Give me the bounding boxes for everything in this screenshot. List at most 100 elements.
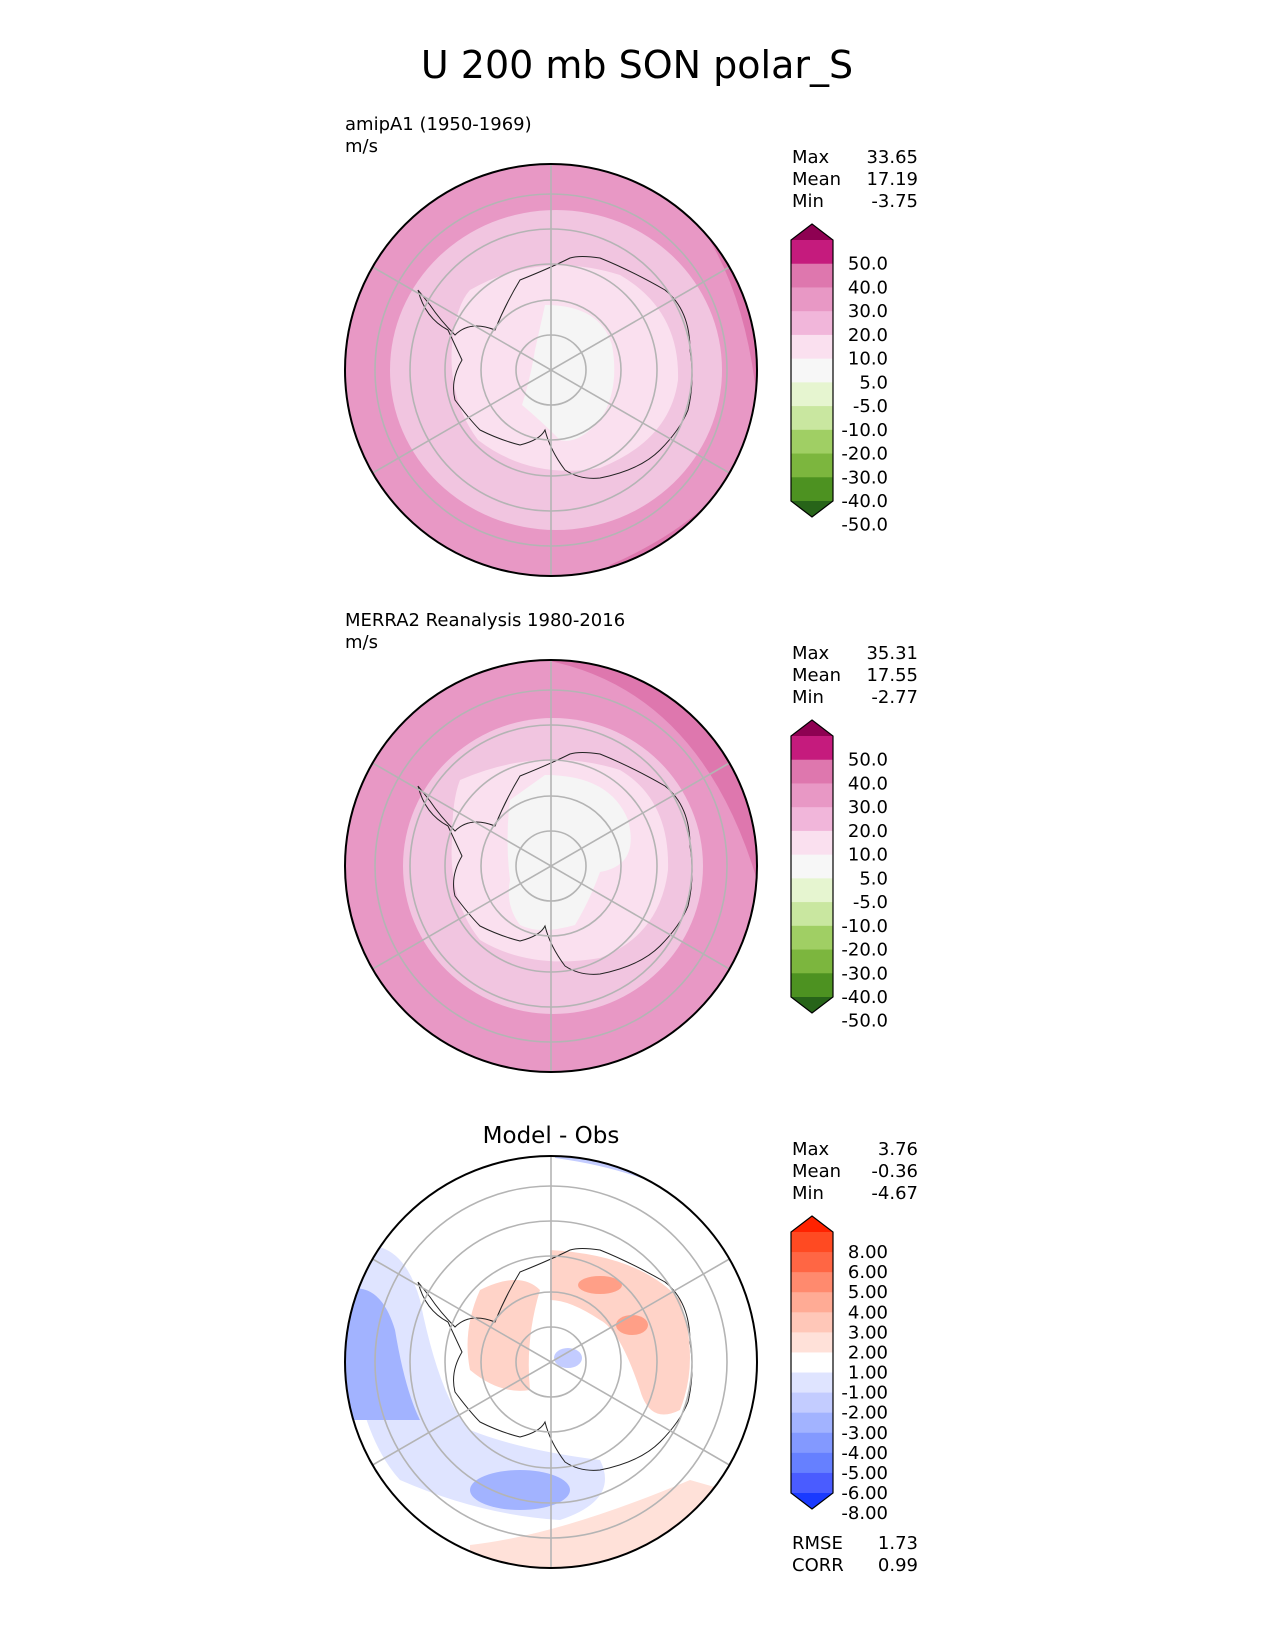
colorbar-1-tick-label: 5.0 (859, 868, 888, 889)
colorbar-1-tick-label: -20.0 (841, 940, 888, 961)
figure-title: U 200 mb SON polar_S (421, 43, 853, 87)
colorbar-0-swatch-6 (791, 358, 833, 383)
colorbar-2-swatch-10 (791, 1412, 833, 1434)
colorbar-0-outline (790, 223, 834, 518)
diff-map-boundary (344, 1155, 758, 1569)
model-map-boundary (344, 163, 758, 577)
colorbar-2-tick-label: 8.00 (848, 1242, 888, 1263)
colorbar-1-tick-label: -50.0 (841, 1011, 888, 1032)
colorbar-0-swatch-2 (791, 263, 833, 288)
panel-diff: Model - Obs (344, 1123, 918, 1576)
rmse-value: 1.73 (878, 1533, 918, 1554)
obs-graticule (372, 660, 730, 1072)
colorbar-0-swatch-3 (791, 287, 833, 312)
diff-scores: RMSE 1.73 CORR 0.99 (792, 1533, 918, 1576)
colorbar-0-swatch-9 (791, 429, 833, 455)
colorbar-2-swatch-9 (791, 1392, 833, 1414)
diff-map (345, 1156, 757, 1568)
colorbar-1-tick-label: -30.0 (841, 963, 888, 984)
colorbar-0-tick-label: -30.0 (841, 467, 888, 488)
model-max-value: 33.65 (866, 147, 918, 168)
colorbar-2-tick-label: -5.00 (841, 1463, 888, 1484)
colorbar-1-extend-bottom (791, 997, 833, 1013)
diff-mean-value: -0.36 (871, 1161, 918, 1182)
panel-obs-units: m/s (345, 632, 378, 653)
colorbar-2-tick-label: -8.00 (841, 1503, 888, 1524)
model-graticule (372, 164, 730, 576)
obs-colorbar: 50.040.0 30.0 20.0 10.05.0 -5.0 -10.0 -20.0-30… (790, 719, 888, 1032)
colorbar-0-tick-label: -40.0 (841, 491, 888, 512)
model-mean-value: 17.19 (866, 169, 918, 190)
colorbar-1-swatch-6 (791, 854, 833, 879)
obs-min-value: -2.77 (871, 687, 918, 708)
panel-obs: MERRA2 Reanalysis 1980-2016 m/s Max (344, 610, 918, 1073)
colorbar-1-tick-label: -5.0 (853, 892, 888, 913)
diff-region-center-neg (554, 1348, 582, 1368)
colorbar-0-tick-label: 40.0 (848, 277, 888, 298)
model-map (345, 164, 757, 576)
colorbar-1-swatch-1 (791, 736, 833, 761)
colorbar-1-tick-label: -10.0 (841, 916, 888, 937)
colorbar-1-tick-label: 20.0 (848, 821, 888, 842)
colorbar-0-swatch-10 (791, 453, 833, 478)
colorbar-2-swatch-13 (791, 1472, 833, 1494)
colorbar-1-tick-label: 10.0 (848, 845, 888, 866)
corr-value: 0.99 (878, 1555, 918, 1576)
colorbar-0-swatch-5 (791, 334, 833, 360)
diff-coastline (417, 1248, 693, 1471)
colorbar-2-swatch-6 (791, 1332, 833, 1353)
diff-stats: Max 3.76 Mean -0.36 Min -4.67 (792, 1139, 918, 1204)
obs-map-boundary (344, 659, 758, 1073)
colorbar-2-swatch-3 (791, 1272, 833, 1293)
rmse-label: RMSE (792, 1533, 843, 1554)
colorbar-2-swatch-8 (791, 1372, 833, 1394)
colorbar-0-extend-bottom (791, 501, 833, 517)
colorbar-0-swatch-7 (791, 382, 833, 407)
colorbar-0-swatch-1 (791, 240, 833, 265)
obs-min-label: Min (792, 687, 824, 708)
colorbar-2-swatch-4 (791, 1292, 833, 1313)
colorbar-2-tick-label: -4.00 (841, 1443, 888, 1464)
colorbar-1-swatch-10 (791, 949, 833, 974)
diff-min-label: Min (792, 1183, 824, 1204)
colorbar-2-swatch-11 (791, 1432, 833, 1454)
diff-max-label: Max (792, 1139, 830, 1160)
panel-model: amipA1 (1950-1969) m/s (344, 114, 918, 577)
colorbar-1-swatch-4 (791, 807, 833, 832)
model-min-value: -3.75 (871, 191, 918, 212)
colorbar-2-swatch-2 (791, 1252, 833, 1273)
colorbar-2-outline (790, 1215, 834, 1510)
colorbar-2-tick-label: -6.00 (841, 1483, 888, 1504)
colorbar-1-swatch-3 (791, 783, 833, 808)
colorbar-1-tick-label: 50.0 (848, 750, 888, 771)
model-max-label: Max (792, 147, 830, 168)
colorbar-2-tick-label: -2.00 (841, 1403, 888, 1424)
obs-mean-label: Mean (792, 665, 841, 686)
corr-label: CORR (792, 1555, 844, 1576)
colorbar-2-tick-label: -1.00 (841, 1383, 888, 1404)
model-coastline (417, 256, 693, 479)
colorbar-2-swatch-1 (791, 1232, 833, 1253)
colorbar-2-tick-label: 3.00 (848, 1322, 888, 1343)
colorbar-1-swatch-11 (791, 973, 833, 998)
panel-model-units: m/s (345, 136, 378, 157)
diff-region-neg1-neg2 (345, 1245, 605, 1520)
diff-region-pos3-pos4 (578, 1276, 622, 1294)
colorbar-0-tick-label: 30.0 (848, 301, 888, 322)
colorbar-2-tick-label: 2.00 (848, 1342, 888, 1363)
colorbar-0-extend-top (791, 224, 833, 240)
model-min-label: Min (792, 191, 824, 212)
panel-model-label: amipA1 (1950-1969) (345, 114, 532, 135)
colorbar-2-swatch-7 (791, 1352, 833, 1374)
colorbar-2-swatch-5 (791, 1312, 833, 1333)
colorbar-1-swatch-2 (791, 759, 833, 784)
obs-max-value: 35.31 (866, 643, 918, 664)
panel-obs-label: MERRA2 Reanalysis 1980-2016 (345, 610, 625, 631)
colorbar-1-swatch-8 (791, 902, 833, 927)
colorbar-1-tick-label: 30.0 (848, 797, 888, 818)
diff-region-neg3-neg4b (470, 1470, 570, 1510)
colorbar-1-swatch-7 (791, 878, 833, 903)
colorbar-0-tick-label: 50.0 (848, 254, 888, 275)
diff-mean-label: Mean (792, 1161, 841, 1182)
